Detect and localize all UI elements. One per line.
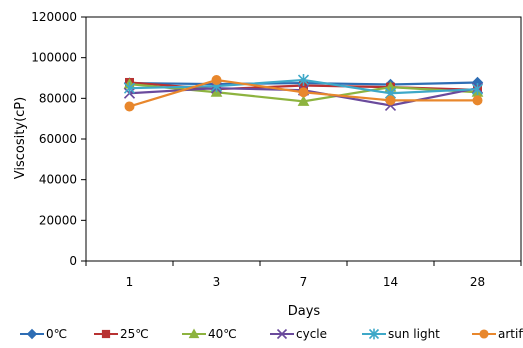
data-point: [123, 82, 136, 95]
data-point: [211, 75, 222, 86]
data-point: [188, 328, 200, 339]
data-point: [297, 95, 310, 106]
legend-item: artificial light: [472, 327, 523, 341]
y-tick-label: 40000: [39, 173, 77, 187]
y-tick-label: 0: [69, 254, 77, 268]
legend-item: 40℃: [182, 327, 237, 341]
y-tick-label: 100000: [31, 51, 77, 65]
legend-item: sun light: [362, 327, 440, 341]
data-point: [26, 328, 38, 340]
x-tick-label: 3: [213, 275, 221, 289]
legend-item: cycle: [270, 327, 327, 341]
y-axis-title: Viscosity(cP): [13, 97, 28, 179]
legend-label: 0℃: [46, 327, 67, 341]
data-point: [479, 329, 489, 339]
data-point: [297, 74, 310, 87]
y-axis: 0 20000 40000 60000 80000 100000 120000: [31, 10, 522, 268]
legend-item: 25℃: [94, 327, 149, 341]
data-point: [385, 95, 396, 106]
y-tick-label: 20000: [39, 213, 77, 227]
plot-series: [123, 74, 484, 112]
y-tick-label: 80000: [39, 91, 77, 105]
legend-label: 25℃: [120, 327, 149, 341]
x-tick-label: 7: [300, 275, 308, 289]
data-point: [472, 95, 483, 106]
y-tick-label: 120000: [31, 10, 77, 24]
x-axis-title: Days: [288, 304, 321, 319]
chart-legend: 0℃ 25℃ 40℃ cycle sun light artificial light: [20, 327, 523, 341]
data-point: [471, 83, 484, 96]
legend-label: cycle: [296, 327, 327, 341]
y-tick-label: 60000: [39, 132, 77, 146]
legend-item: 0℃: [20, 327, 67, 341]
data-point: [101, 329, 111, 339]
series-star: [123, 74, 484, 100]
data-point: [124, 101, 135, 112]
series-circle: [124, 75, 483, 112]
legend-label: sun light: [388, 327, 440, 341]
data-point: [276, 328, 288, 340]
x-axis: 1 3 7 14 28: [85, 261, 522, 289]
x-tick-label: 14: [383, 275, 398, 289]
x-tick-label: 28: [470, 275, 485, 289]
x-tick-label: 1: [126, 275, 134, 289]
data-point: [298, 87, 309, 98]
data-point: [368, 328, 380, 340]
plot-area-border: [85, 16, 522, 262]
legend-label: 40℃: [208, 327, 237, 341]
legend-label: artificial light: [498, 327, 523, 341]
